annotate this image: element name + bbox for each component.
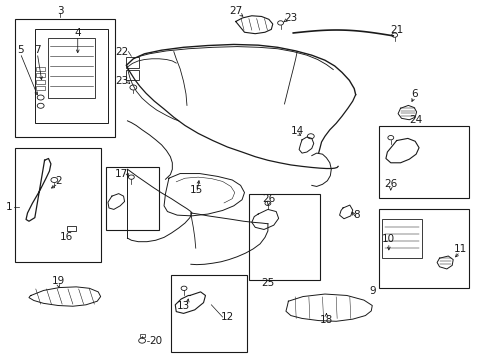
Bar xyxy=(126,70,139,80)
Text: 23: 23 xyxy=(284,13,297,23)
Text: 20: 20 xyxy=(149,336,162,346)
Text: 26: 26 xyxy=(262,194,275,204)
Bar xyxy=(15,19,115,137)
Text: 8: 8 xyxy=(353,210,359,220)
Text: 14: 14 xyxy=(290,126,303,135)
Text: 9: 9 xyxy=(368,286,375,296)
Text: 1: 1 xyxy=(6,202,13,212)
Text: 26: 26 xyxy=(384,179,397,189)
Bar xyxy=(36,67,45,71)
Text: 27: 27 xyxy=(229,6,242,16)
Text: 2: 2 xyxy=(55,176,61,186)
Bar xyxy=(140,334,144,337)
Text: 15: 15 xyxy=(190,185,203,195)
Bar xyxy=(48,39,95,98)
Text: 7: 7 xyxy=(34,45,41,55)
Bar xyxy=(249,194,320,280)
Text: 23: 23 xyxy=(115,76,128,86)
Bar xyxy=(171,275,246,352)
Text: 17: 17 xyxy=(115,168,128,179)
Bar xyxy=(36,73,45,77)
Bar xyxy=(378,126,468,198)
Text: 6: 6 xyxy=(410,89,417,99)
Text: 4: 4 xyxy=(74,28,81,38)
Bar xyxy=(35,30,108,123)
Bar xyxy=(378,209,468,288)
Text: 19: 19 xyxy=(52,276,65,286)
Bar xyxy=(36,80,45,84)
Text: 25: 25 xyxy=(261,278,274,288)
Text: 22: 22 xyxy=(115,46,128,57)
Text: 3: 3 xyxy=(57,6,63,16)
Text: 10: 10 xyxy=(382,234,395,244)
Bar xyxy=(105,167,159,230)
Text: 18: 18 xyxy=(319,315,332,325)
Bar xyxy=(15,148,101,262)
Text: 21: 21 xyxy=(389,25,403,35)
Text: 11: 11 xyxy=(452,244,466,254)
Text: 5: 5 xyxy=(17,45,23,55)
Text: 24: 24 xyxy=(408,115,422,125)
Text: 13: 13 xyxy=(177,301,190,311)
Bar xyxy=(381,220,421,258)
Text: 16: 16 xyxy=(60,232,73,242)
Text: 12: 12 xyxy=(221,312,234,322)
Bar xyxy=(66,226,76,231)
Bar xyxy=(126,57,139,68)
Bar xyxy=(36,86,45,90)
